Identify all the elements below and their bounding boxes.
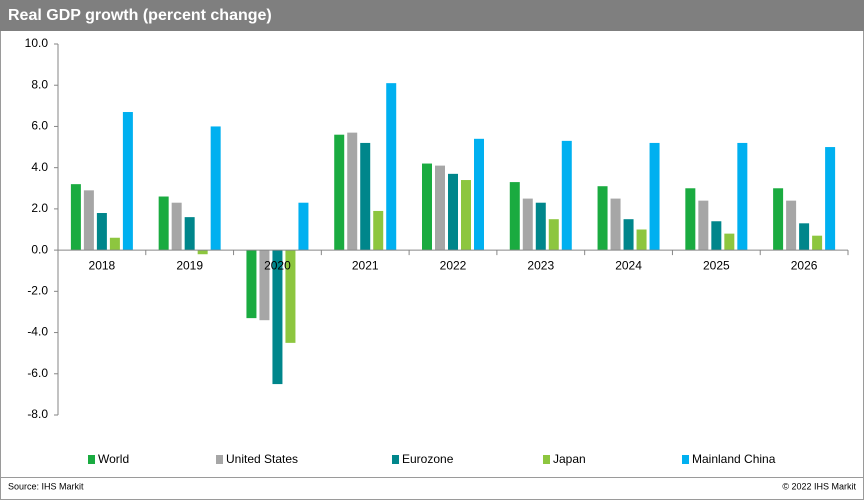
legend-label: Eurozone	[402, 452, 454, 466]
bar	[347, 132, 358, 251]
bar	[825, 147, 836, 251]
x-tick-label: 2024	[615, 258, 642, 272]
legend-swatch	[682, 455, 689, 464]
bar	[724, 233, 735, 251]
bar	[548, 219, 559, 251]
bar	[210, 126, 221, 251]
bar	[698, 200, 709, 251]
legend-swatch	[392, 455, 399, 464]
y-tick-label: -8.0	[27, 407, 48, 421]
bar	[422, 163, 432, 251]
legend-label: United States	[226, 452, 298, 466]
y-tick-label: 8.0	[31, 77, 48, 91]
bar	[685, 188, 696, 251]
bar	[610, 198, 621, 251]
bar	[184, 217, 195, 251]
header	[0, 0, 864, 31]
bar	[623, 219, 634, 251]
copyright: © 2022 IHS Markit	[782, 481, 856, 491]
bar	[122, 112, 133, 251]
x-tick-label: 2021	[352, 258, 379, 272]
chart-title: Real GDP growth (percent change)	[8, 7, 272, 24]
legend-swatch	[88, 455, 95, 464]
bar	[246, 250, 257, 319]
bar	[360, 142, 371, 251]
y-tick-label: -2.0	[27, 284, 48, 298]
bar	[386, 83, 397, 251]
bar	[83, 190, 94, 251]
bar	[435, 165, 445, 251]
bar	[737, 142, 748, 251]
legend-label: Mainland China	[692, 452, 776, 466]
x-tick-label: 2023	[527, 258, 554, 272]
bar	[334, 134, 345, 251]
bar	[522, 198, 533, 251]
bar	[711, 221, 722, 251]
y-tick-label: 2.0	[31, 201, 48, 215]
bar	[96, 213, 107, 251]
bar	[448, 173, 458, 251]
bar	[158, 196, 169, 251]
bar	[171, 202, 182, 251]
bar	[70, 184, 81, 251]
bar	[474, 138, 484, 251]
y-tick-label: 6.0	[31, 119, 48, 133]
bar	[636, 229, 647, 251]
bar	[109, 237, 120, 251]
bar	[373, 210, 384, 251]
bar	[535, 202, 546, 251]
bar	[197, 250, 208, 255]
y-tick-label: -6.0	[27, 366, 48, 380]
bar	[298, 202, 309, 251]
x-tick-label: 2022	[440, 258, 467, 272]
legend-swatch	[543, 455, 550, 464]
legend-label: Japan	[553, 452, 586, 466]
bar	[597, 186, 608, 251]
legend-swatch	[216, 455, 223, 464]
x-tick-label: 2025	[703, 258, 730, 272]
bar	[509, 182, 520, 251]
bar	[561, 140, 572, 251]
x-tick-label: 2019	[176, 258, 203, 272]
bar	[773, 188, 784, 251]
y-tick-label: 0.0	[31, 242, 48, 256]
bar	[285, 250, 296, 343]
bar	[259, 250, 270, 321]
y-tick-label: 10.0	[25, 36, 49, 50]
y-tick-label: 4.0	[31, 160, 48, 174]
x-tick-label: 2018	[89, 258, 116, 272]
x-tick-label: 2026	[791, 258, 818, 272]
x-tick-label: 2020	[264, 258, 291, 272]
bar	[786, 200, 797, 251]
source: Source: IHS Markit	[8, 481, 84, 491]
bar	[461, 180, 471, 251]
bar	[649, 142, 660, 251]
bar	[272, 250, 283, 385]
y-tick-label: -4.0	[27, 325, 48, 339]
bar	[799, 223, 810, 251]
bar	[812, 235, 823, 251]
legend-label: World	[98, 452, 129, 466]
